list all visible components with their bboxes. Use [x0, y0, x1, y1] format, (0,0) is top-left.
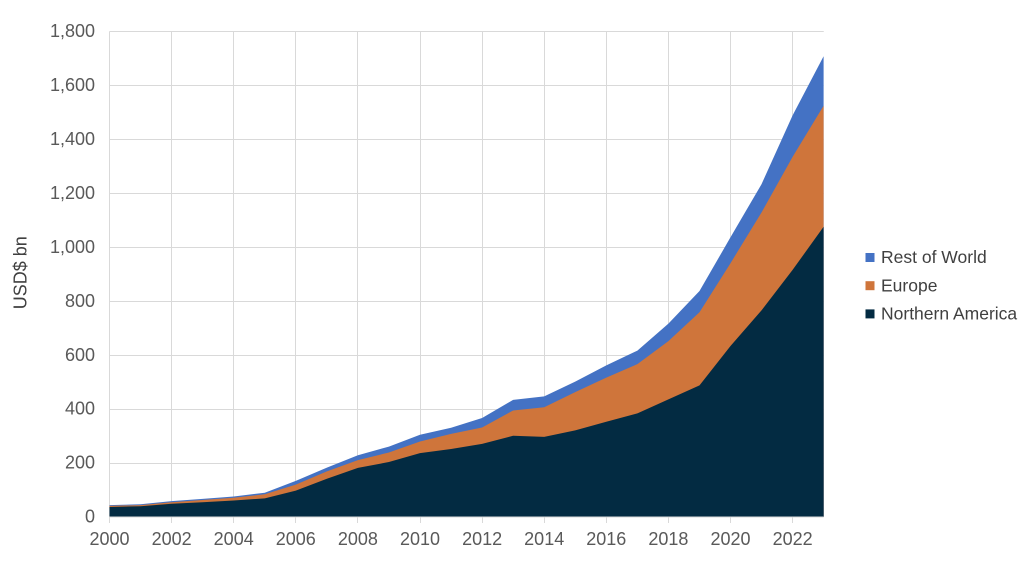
svg-text:1,400: 1,400 [50, 129, 95, 149]
svg-text:600: 600 [65, 345, 95, 365]
svg-text:200: 200 [65, 453, 95, 473]
svg-text:400: 400 [65, 399, 95, 419]
svg-text:2008: 2008 [338, 529, 378, 549]
svg-text:1,000: 1,000 [50, 237, 95, 257]
svg-text:1,600: 1,600 [50, 75, 95, 95]
svg-text:2004: 2004 [214, 529, 254, 549]
svg-text:2002: 2002 [152, 529, 192, 549]
svg-text:1,200: 1,200 [50, 183, 95, 203]
svg-text:2018: 2018 [648, 529, 688, 549]
svg-text:2012: 2012 [462, 529, 502, 549]
svg-text:2020: 2020 [710, 529, 750, 549]
svg-text:2000: 2000 [89, 529, 129, 549]
svg-text:2022: 2022 [773, 529, 813, 549]
svg-text:800: 800 [65, 291, 95, 311]
svg-text:2014: 2014 [524, 529, 564, 549]
svg-text:1,800: 1,800 [50, 21, 95, 41]
svg-text:USD$ bn: USD$ bn [11, 236, 31, 309]
svg-text:Rest of World: Rest of World [881, 247, 987, 267]
svg-text:2016: 2016 [586, 529, 626, 549]
svg-text:Europe: Europe [881, 275, 937, 295]
svg-text:0: 0 [85, 507, 95, 527]
svg-text:2006: 2006 [276, 529, 316, 549]
svg-text:2010: 2010 [400, 529, 440, 549]
svg-text:Northern America: Northern America [881, 304, 1017, 324]
